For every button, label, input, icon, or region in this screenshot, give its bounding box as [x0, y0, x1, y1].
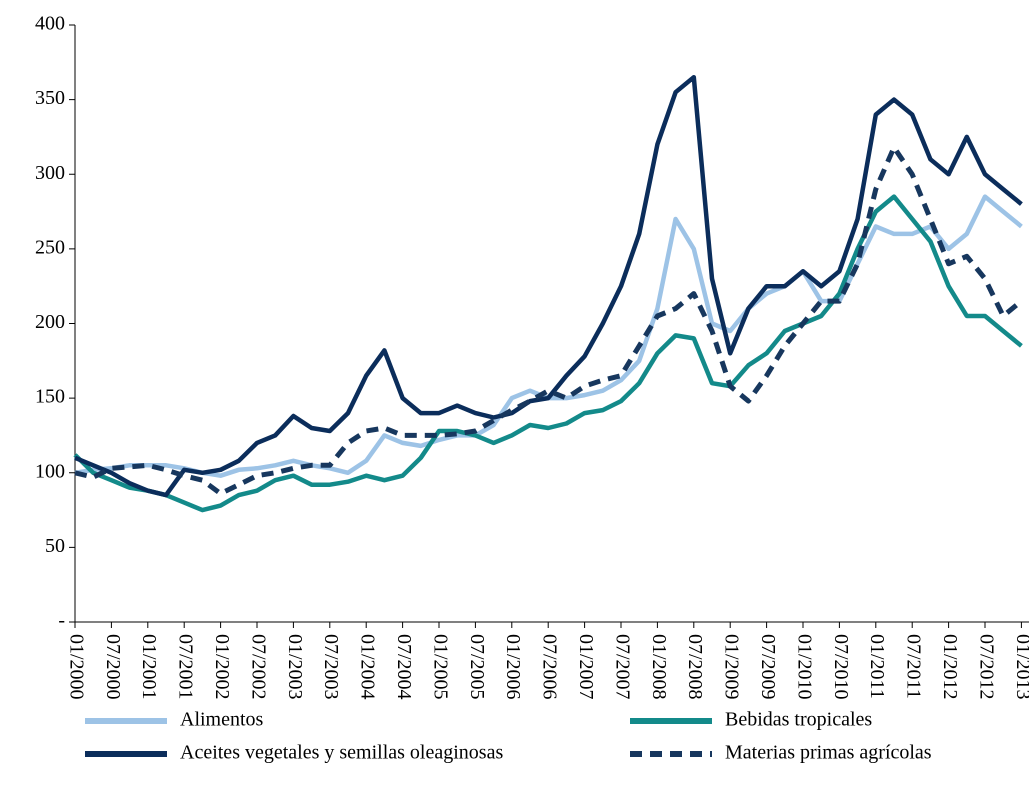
x-tick-label: 01/2008	[648, 634, 670, 700]
y-tick-label: 150	[35, 386, 65, 408]
legend-label: Bebidas tropicales	[725, 709, 872, 731]
y-tick-label: 300	[35, 162, 65, 184]
x-tick-label: 01/2012	[939, 634, 961, 700]
x-tick-label: 07/2002	[247, 634, 269, 700]
legend-label: Aceites vegetales y semillas oleaginosas	[180, 742, 503, 764]
x-tick-label: 01/2013	[1012, 634, 1029, 700]
x-tick-label: 01/2005	[429, 634, 451, 700]
series-line	[74, 194, 1023, 478]
x-tick-label: 07/2006	[539, 634, 561, 700]
series-line	[73, 194, 1023, 513]
x-tick-label: 07/2003	[320, 634, 342, 700]
x-tick-label: 07/2008	[684, 634, 706, 700]
x-tick-label: 07/2012	[975, 634, 997, 700]
x-tick-label: 01/2003	[284, 634, 306, 700]
y-tick-label: 400	[35, 13, 65, 35]
x-tick-label: 01/2002	[211, 634, 233, 700]
x-tick-label: 01/2000	[65, 634, 87, 700]
y-tick-label: 200	[35, 311, 65, 333]
y-tick-label: 250	[35, 236, 65, 258]
x-tick-label: 01/2009	[721, 634, 743, 700]
x-tick-label: 01/2001	[138, 634, 160, 700]
y-tick-label: 50	[45, 535, 65, 557]
x-tick-label: 07/2011	[903, 634, 925, 699]
x-tick-label: 01/2010	[793, 634, 815, 700]
x-tick-label: 07/2004	[393, 634, 415, 700]
x-tick-label: 01/2004	[357, 634, 379, 700]
x-tick-label: 07/2009	[757, 634, 779, 700]
x-tick-label: 01/2011	[866, 634, 888, 699]
x-tick-label: 07/2010	[830, 634, 852, 700]
x-tick-label: 01/2007	[575, 634, 597, 700]
x-tick-label: 07/2001	[175, 634, 197, 700]
series-line	[74, 74, 1023, 498]
y-tick-label: 350	[35, 87, 65, 109]
x-tick-label: 07/2000	[102, 634, 124, 700]
x-tick-label: 07/2007	[611, 634, 633, 700]
y-tick-label: 100	[35, 460, 65, 482]
legend-label: Materias primas agrícolas	[725, 742, 932, 764]
x-tick-label: 07/2005	[466, 634, 488, 700]
legend-label: Alimentos	[180, 709, 264, 731]
series-line	[74, 144, 1023, 497]
x-tick-label: 01/2006	[502, 634, 524, 700]
y-tick-label: -	[58, 610, 65, 632]
